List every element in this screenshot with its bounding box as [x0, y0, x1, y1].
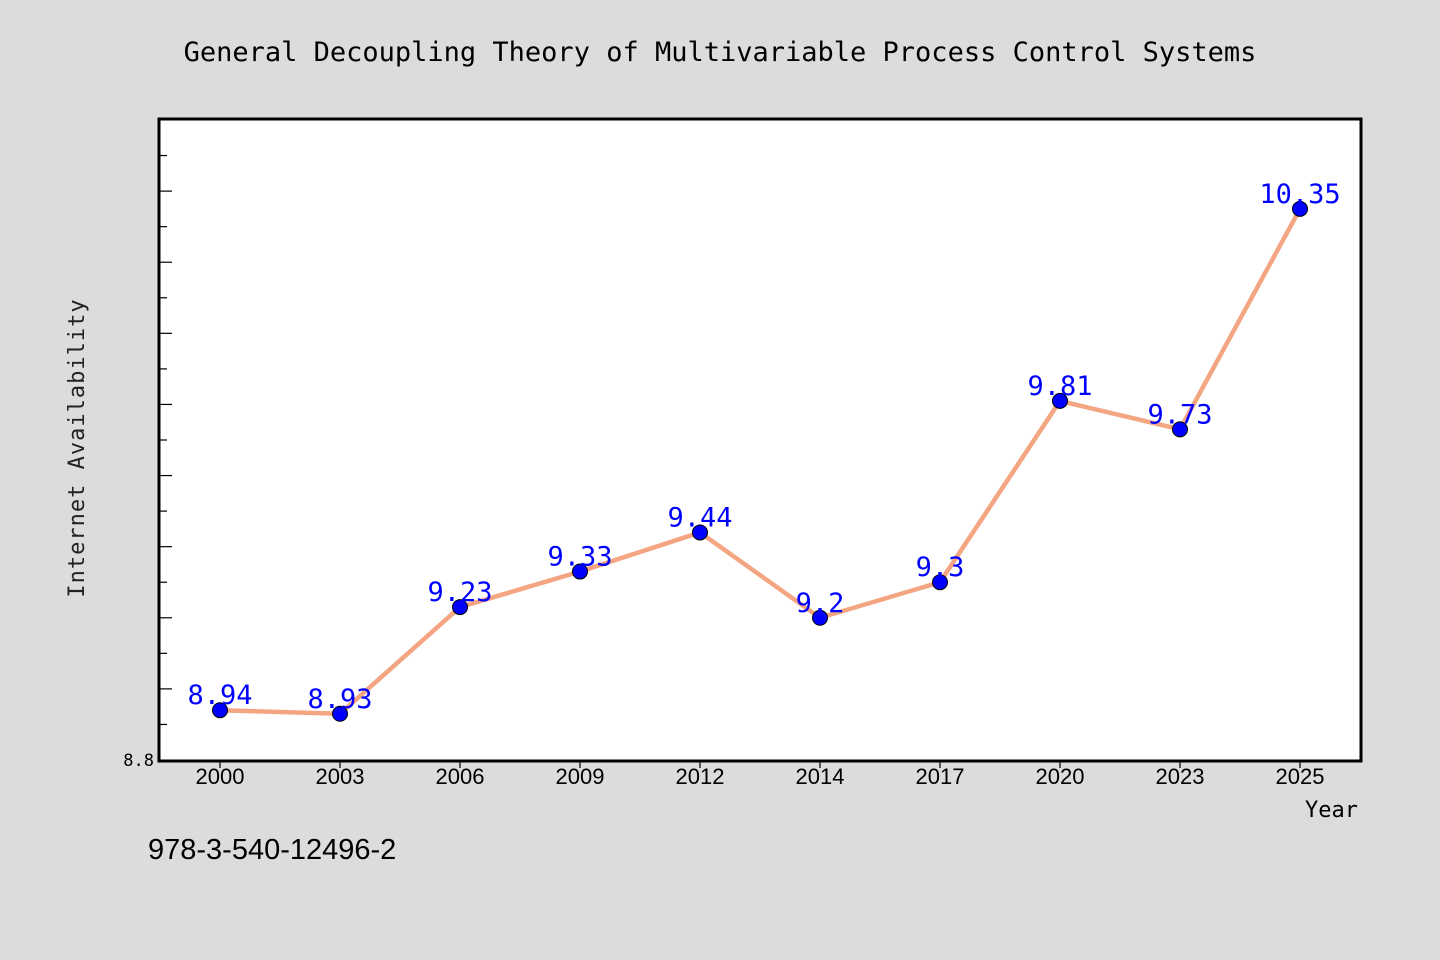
data-point	[692, 524, 708, 541]
x-tick-label: 2017	[916, 764, 965, 789]
y-tick-label: 8.8	[123, 751, 154, 771]
data-point	[212, 702, 228, 719]
isbn-text: 978-3-540-12496-2	[148, 834, 397, 866]
data-label: 9.23	[427, 577, 492, 608]
x-tick-label: 2012	[676, 764, 725, 789]
data-label: 9.33	[547, 542, 612, 573]
y-axis-label: Internet Availability	[65, 298, 90, 597]
x-tick-label: 2025	[1276, 764, 1325, 789]
data-label: 10.35	[1259, 179, 1340, 210]
x-axis-label: Year	[1305, 798, 1358, 823]
x-tick-label: 2003	[316, 764, 365, 789]
data-point	[812, 609, 828, 626]
x-tick-label: 2020	[1036, 764, 1085, 789]
data-point	[572, 563, 588, 580]
data-point	[1052, 392, 1068, 409]
data-point	[1292, 200, 1308, 217]
data-point	[932, 574, 948, 591]
data-point	[332, 705, 348, 722]
x-tick-label: 2014	[796, 764, 845, 789]
chart-title: General Decoupling Theory of Multivariab…	[184, 37, 1257, 68]
series-group: 8.94 8.93 9.23 9.33 9.44 9.2 9.3 9.81 9.73 10.35	[187, 179, 1341, 722]
data-label: 9.81	[1027, 371, 1092, 402]
x-tick-label: 2006	[436, 764, 485, 789]
x-tick-label: 2023	[1156, 764, 1205, 789]
x-axis: 2000 2003 2006 2009 2012 2014 2017 2020 2023 2025	[196, 760, 1325, 789]
x-tick-label: 2000	[196, 764, 245, 789]
data-point	[452, 599, 468, 616]
data-label: 9.3	[916, 552, 965, 583]
data-label: 8.93	[307, 684, 372, 715]
data-label: 9.44	[667, 502, 732, 533]
plot-area	[157, 117, 1363, 763]
series-line	[219, 207, 1302, 717]
data-label: 9.73	[1147, 399, 1212, 430]
data-label: 8.94	[187, 680, 252, 711]
x-tick-label: 2009	[556, 764, 605, 789]
data-point	[1172, 421, 1188, 438]
y-axis: 8.8	[123, 154, 172, 771]
data-label: 9.2	[796, 588, 845, 619]
